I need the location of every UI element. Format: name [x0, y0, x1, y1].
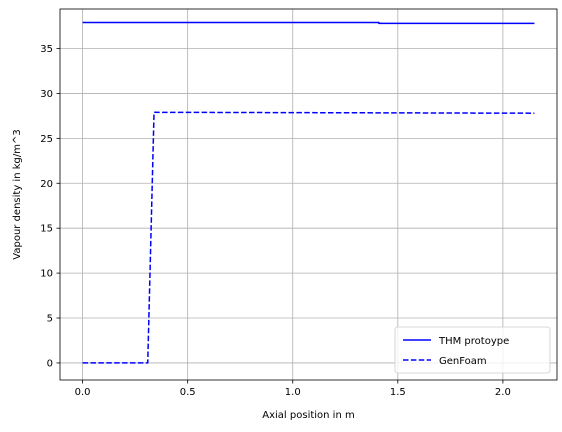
y-tick-label: 5: [47, 314, 53, 325]
series-lines: [82, 21, 535, 364]
x-axis-label: Axial position in m: [262, 410, 354, 421]
legend-box: [394, 326, 551, 374]
y-tick-label: 0: [47, 358, 53, 369]
y-tick-label: 25: [40, 134, 53, 145]
x-tick-label: 1.0: [285, 387, 301, 398]
y-tick-label: 30: [40, 89, 53, 100]
legend-entry-label: THM protoype: [438, 336, 509, 347]
legend: THM protoype GenFoam: [394, 326, 551, 374]
y-tick-label: 10: [40, 269, 53, 280]
x-tick-label: 0.5: [180, 387, 196, 398]
y-tick-label: 35: [40, 44, 53, 55]
series-line-1: [82, 21, 535, 25]
grid: [60, 9, 557, 380]
plot-frame: [59, 8, 558, 381]
series-line-2: [82, 111, 535, 364]
y-tick-label: 20: [40, 179, 53, 190]
x-tick-label: 0.0: [75, 387, 91, 398]
legend-entry-label: GenFoam: [439, 356, 487, 367]
y-tick-label: 15: [40, 224, 53, 235]
x-tick-label: 1.5: [390, 387, 406, 398]
y-axis-label: Vapour density in kg/m^3: [12, 129, 23, 259]
x-axis-ticks: 0.0 0.5 1.0 1.5 2.0: [75, 380, 511, 398]
x-tick-label: 2.0: [495, 387, 511, 398]
y-axis-ticks: 0 5 10 15 20 25 30 35: [40, 44, 60, 369]
